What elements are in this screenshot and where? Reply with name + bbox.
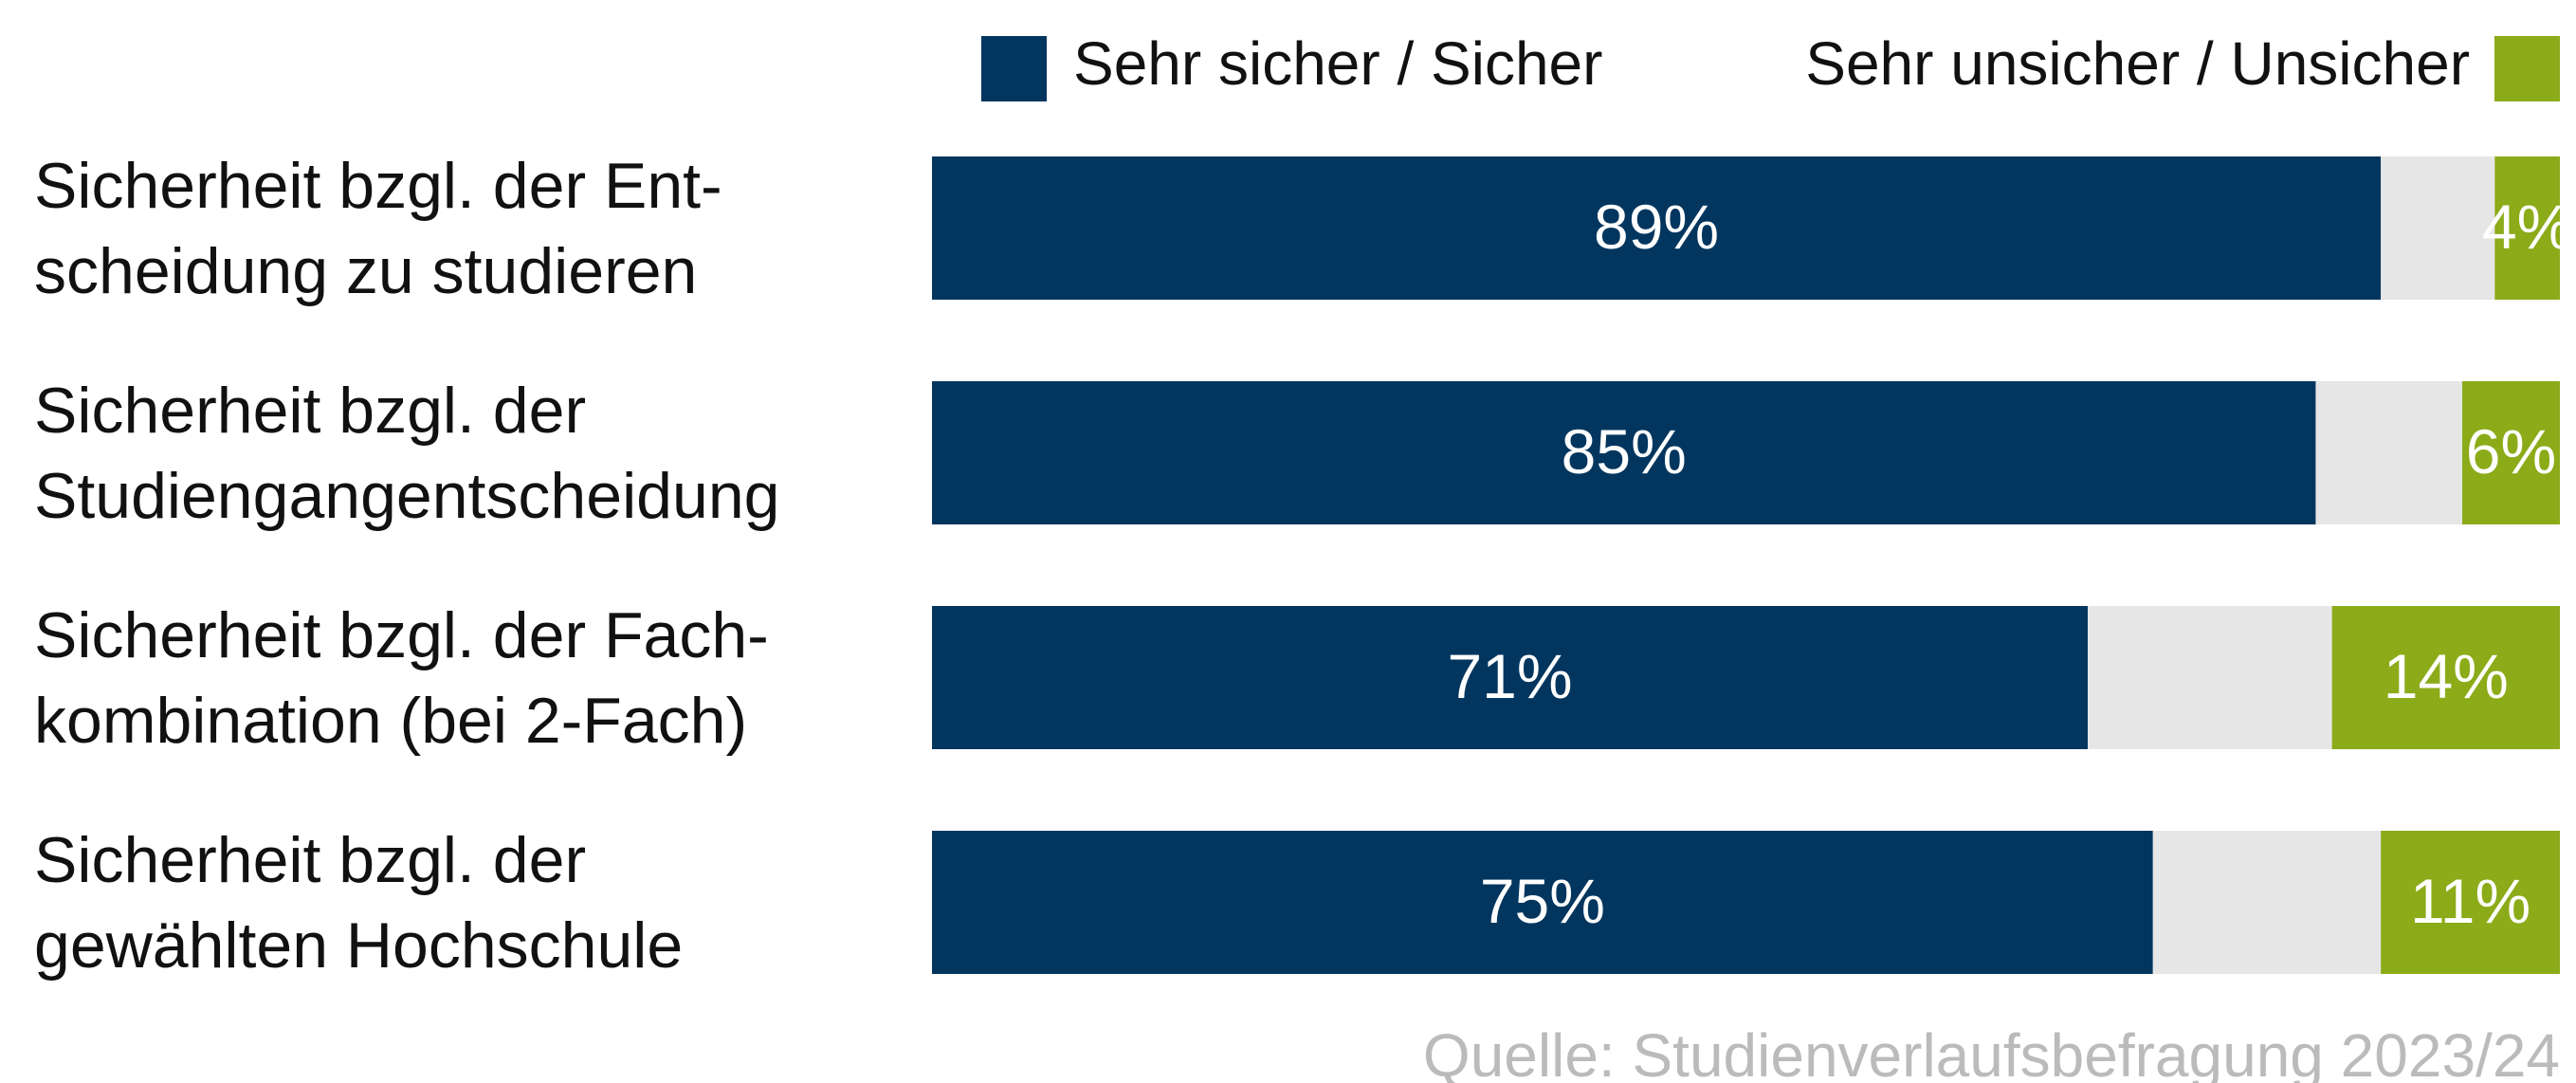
bar-segment — [2381, 156, 2495, 300]
category-label: Sicherheit bzgl. der Studiengangentschei… — [34, 374, 780, 532]
legend-swatch — [981, 36, 1047, 101]
legend-label: Sehr unsicher / Unsicher — [1805, 29, 2470, 98]
value-label: 75% — [1480, 866, 1605, 936]
value-label: 4% — [2482, 192, 2572, 262]
category-label: Sicherheit bzgl. der Ent- scheidung zu s… — [34, 149, 722, 307]
value-label: 85% — [1562, 416, 1687, 486]
bar-segment — [2494, 156, 2560, 300]
value-label: 6% — [2466, 416, 2556, 486]
bar-segment — [932, 606, 2089, 749]
bar-segment — [2381, 831, 2560, 974]
bar-segment — [932, 831, 2153, 974]
legend-label: Sehr sicher / Sicher — [1073, 29, 1602, 98]
value-label: 11% — [2410, 866, 2530, 936]
bar-segment — [932, 381, 2316, 524]
bar-segment — [2088, 606, 2332, 749]
value-label: 89% — [1594, 192, 1719, 262]
value-label: 14% — [2384, 641, 2509, 711]
category-label: Sicherheit bzgl. der Fach- kombination (… — [34, 598, 769, 757]
category-label: Sicherheit bzgl. der gewählten Hochschul… — [34, 823, 684, 982]
source: Quelle: Studienverlaufsbefragung 2023/24 — [1423, 1021, 2560, 1083]
bar-segment — [2461, 381, 2560, 524]
bar-segment — [2331, 606, 2560, 749]
bar-segment — [2315, 381, 2462, 524]
legend-swatch — [2494, 36, 2560, 101]
bar-segment — [932, 156, 2382, 300]
bar-segment — [2152, 831, 2382, 974]
value-label: 71% — [1447, 641, 1572, 711]
